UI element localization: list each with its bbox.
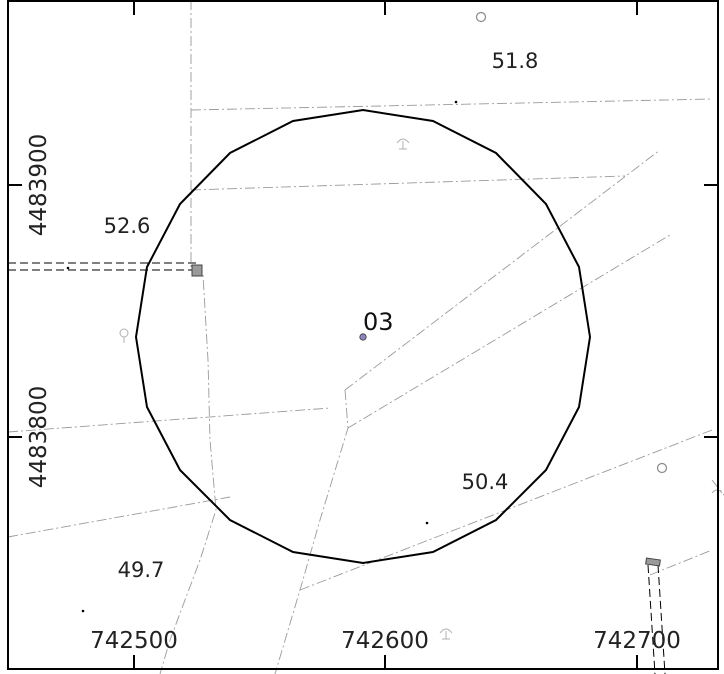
tree-symbol-icon xyxy=(119,328,129,343)
x-tick-label: 742600 xyxy=(341,628,429,654)
x-tick-label: 742500 xyxy=(90,628,178,654)
y-tick-label: 4483900 xyxy=(26,134,52,236)
road-line xyxy=(344,149,661,391)
spot-height-label: 52.6 xyxy=(104,214,151,238)
map-frame xyxy=(7,0,719,670)
track-line xyxy=(647,564,656,674)
well-circle-icon xyxy=(475,11,487,23)
track-lines xyxy=(8,262,666,674)
road-line xyxy=(7,407,331,433)
road-line xyxy=(159,269,217,674)
road-line xyxy=(190,175,626,191)
survey-point-label: 03 xyxy=(363,308,394,336)
track-line xyxy=(657,564,666,674)
survey-point-marker xyxy=(359,333,367,341)
spot-height-label: 51.8 xyxy=(492,49,539,73)
road-lines xyxy=(7,0,724,674)
road-line xyxy=(649,549,713,576)
spot-height-label: 49.7 xyxy=(118,558,165,582)
spot-height-dot xyxy=(81,609,85,613)
road-line xyxy=(190,98,713,111)
road-line xyxy=(347,234,671,429)
building xyxy=(191,264,203,277)
tree-symbol-icon xyxy=(396,138,410,150)
spot-height-dot xyxy=(454,100,458,104)
road-line xyxy=(274,389,349,674)
spot-height-dot xyxy=(66,266,70,270)
survey-circle xyxy=(134,108,592,565)
axis-ticks xyxy=(8,1,718,669)
x-tick-label: 742700 xyxy=(593,628,681,654)
building xyxy=(645,557,661,567)
spot-height-label: 50.4 xyxy=(462,470,509,494)
well-circle-icon xyxy=(656,462,668,474)
tree-symbol-icon xyxy=(439,628,453,640)
road-line xyxy=(7,496,231,538)
y-tick-label: 4483800 xyxy=(26,386,52,488)
spot-height-dot xyxy=(425,521,429,525)
